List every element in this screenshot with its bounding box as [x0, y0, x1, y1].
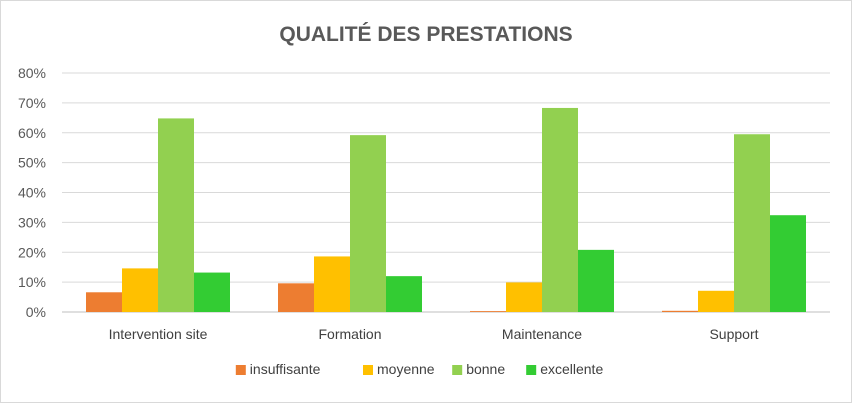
legend-swatch	[452, 365, 463, 375]
bar-bonne	[158, 118, 194, 312]
y-tick-label: 80%	[18, 65, 46, 81]
bar-excellente	[578, 249, 614, 312]
bar-moyenne	[314, 256, 350, 312]
legend-label: insuffisante	[250, 361, 321, 377]
category-label: Maintenance	[502, 326, 582, 342]
y-tick-label: 50%	[18, 155, 46, 171]
y-tick-label: 10%	[18, 274, 46, 290]
legend-label: excellente	[540, 361, 603, 377]
y-tick-label: 60%	[18, 125, 46, 141]
bar-bonne	[734, 134, 770, 312]
bar-excellente	[770, 215, 806, 312]
bar-insuffisante	[86, 292, 122, 312]
y-axis-ticks: 0% 10% 20% 30% 40% 50% 60% 70% 80%	[18, 65, 46, 320]
y-tick-label: 30%	[18, 214, 46, 230]
legend: insuffisante moyenne bonne excellente	[235, 361, 603, 377]
y-tick-label: 20%	[18, 244, 46, 260]
bars	[86, 107, 806, 312]
chart-title: QUALITÉ DES PRESTATIONS	[279, 23, 572, 46]
x-axis-categories: Intervention site Formation Maintenance Sup…	[109, 326, 759, 342]
bar-insuffisante	[278, 283, 314, 312]
y-tick-label: 0%	[26, 304, 46, 320]
legend-swatch	[526, 365, 537, 375]
bar-moyenne	[506, 282, 542, 312]
legend-swatch	[235, 365, 246, 375]
bar-insuffisante	[662, 310, 698, 312]
bar-moyenne	[122, 268, 158, 312]
category-label: Formation	[318, 326, 381, 342]
bar-excellente	[194, 272, 230, 312]
legend-swatch	[363, 365, 373, 375]
bar-bonne	[350, 135, 386, 312]
category-label: Intervention site	[109, 326, 208, 342]
bar-insuffisante	[470, 311, 506, 312]
bar-moyenne	[698, 290, 734, 312]
legend-label: moyenne	[377, 361, 435, 377]
bar-excellente	[386, 276, 422, 312]
legend-label: bonne	[466, 361, 505, 377]
y-tick-label: 70%	[18, 95, 46, 111]
bar-bonne	[542, 107, 578, 312]
category-label: Support	[709, 326, 758, 342]
y-tick-label: 40%	[18, 185, 46, 201]
